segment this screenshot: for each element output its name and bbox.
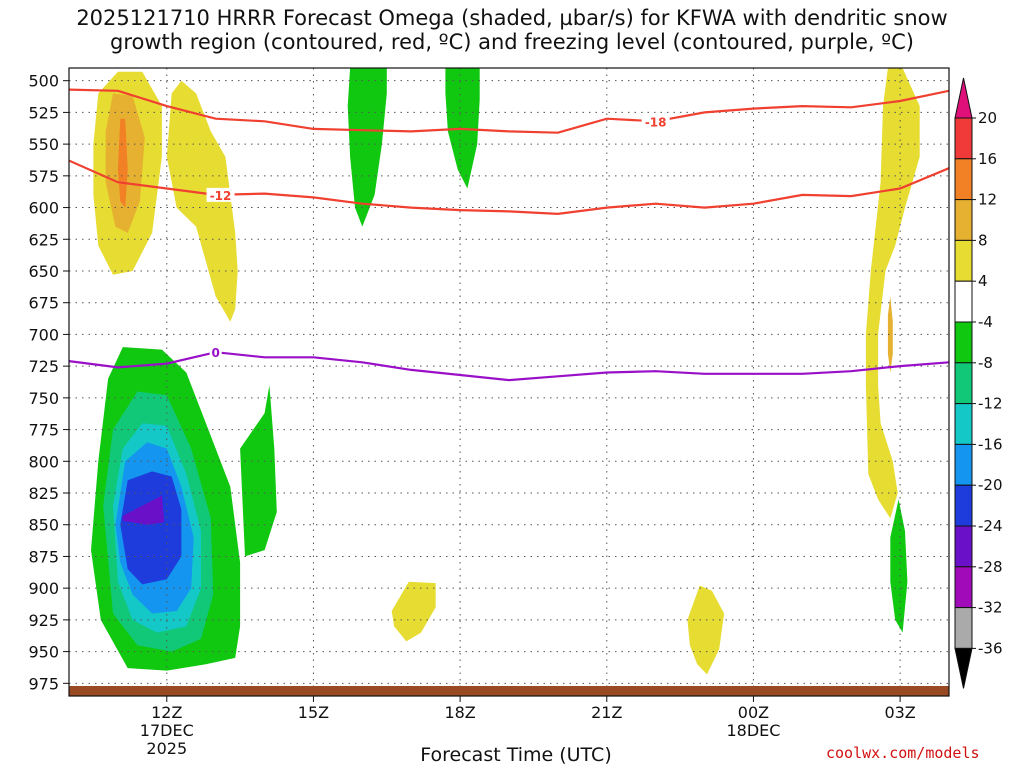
colorbar-under-triangle — [954, 647, 973, 689]
x-tick-label-03Z-0: 03Z — [884, 703, 915, 722]
colorbar-label--12: -12 — [978, 395, 1003, 413]
colorbar-bin-12-16 — [954, 158, 973, 201]
x-tick-label-15Z-0: 15Z — [298, 703, 329, 722]
colorbar-bin--16--12 — [954, 403, 973, 445]
contour-label-bg--12 — [206, 187, 235, 202]
x-tick-label-18Z-0: 18Z — [444, 703, 475, 722]
colorbar-bin--36--32 — [954, 607, 973, 649]
y-tick-label-625: 625 — [28, 230, 59, 249]
colorbar-bin--28--24 — [954, 525, 973, 568]
colorbar-bin-16-20 — [954, 117, 973, 160]
omega-region-14 — [122, 495, 165, 525]
colorbar-bin--24--20 — [954, 484, 973, 527]
grid-lines — [69, 68, 949, 696]
y-tick-label-900: 900 — [28, 579, 59, 598]
x-tick-label-00Z-1: 18DEC — [726, 721, 780, 740]
y-tick-label-550: 550 — [28, 135, 59, 154]
colorbar-label-4: 4 — [978, 272, 988, 290]
y-tick-label-650: 650 — [28, 262, 59, 281]
y-tick-label-725: 725 — [28, 357, 59, 376]
y-tick-label-975: 975 — [28, 674, 59, 693]
colorbar-label-8: 8 — [978, 231, 988, 249]
y-tick-label-750: 750 — [28, 389, 59, 408]
y-tick-label-925: 925 — [28, 611, 59, 630]
colorbar-bin--8--4 — [954, 321, 973, 364]
y-tick-label-825: 825 — [28, 484, 59, 503]
title-line-2: growth region (contoured, red, ºC) and f… — [110, 30, 914, 54]
y-tick-label-525: 525 — [28, 103, 59, 122]
x-tick-label-12Z-1: 17DEC — [140, 721, 194, 740]
site-credit: coolwx.com/models — [826, 744, 980, 762]
omega-region-13 — [120, 471, 182, 585]
colorbar-bin-8-12 — [954, 199, 973, 241]
colorbar-bin--32--28 — [954, 566, 973, 609]
y-tick-label-850: 850 — [28, 516, 59, 535]
colorbar-bin--4-4 — [954, 280, 973, 323]
x-tick-label-00Z-0: 00Z — [738, 703, 769, 722]
colorbar-label--28: -28 — [978, 558, 1003, 576]
colorbar-label-20: 20 — [978, 109, 997, 127]
omega-region-9 — [240, 385, 277, 557]
colorbar-label--8: -8 — [978, 354, 993, 372]
contour-label-bg-0 — [209, 345, 222, 360]
x-tick-label-12Z-0: 12Z — [151, 703, 182, 722]
colorbar-label--20: -20 — [978, 476, 1003, 494]
omega-region-15 — [391, 581, 436, 642]
y-tick-label-950: 950 — [28, 643, 59, 662]
contour-label-bg--18 — [641, 114, 670, 129]
colorbar-label-16: 16 — [978, 150, 997, 168]
omega-region-3 — [166, 80, 238, 322]
contour-label--18: -18 — [645, 115, 667, 129]
colorbar-bin-4-8 — [954, 239, 973, 282]
ground-layer — [69, 686, 949, 696]
omega-shading — [91, 68, 920, 675]
contour-label--12: -12 — [210, 189, 232, 203]
contour--18 — [69, 88, 949, 134]
y-tick-label-675: 675 — [28, 294, 59, 313]
contour-label-0: 0 — [211, 346, 219, 360]
y-tick-label-700: 700 — [28, 325, 59, 344]
y-tick-label-875: 875 — [28, 547, 59, 566]
colorbar-label--4: -4 — [978, 313, 993, 331]
omega-region-7 — [887, 296, 893, 373]
x-axis-label: Forecast Time (UTC) — [420, 744, 612, 766]
colorbar-label--24: -24 — [978, 517, 1003, 535]
colorbar-label-12: 12 — [978, 191, 997, 209]
x-tick-label-21Z-0: 21Z — [591, 703, 622, 722]
y-tick-label-800: 800 — [28, 452, 59, 471]
temperature-contours: -18 -12 0 — [69, 88, 949, 382]
y-tick-label-500: 500 — [28, 72, 59, 91]
x-tick-label-12Z-2: 2025 — [146, 739, 187, 758]
y-tick-label-775: 775 — [28, 421, 59, 440]
omega-region-2 — [117, 118, 128, 208]
colorbar-over-triangle — [954, 77, 973, 119]
colorbar-label--16: -16 — [978, 435, 1003, 453]
colorbar-label--32: -32 — [978, 599, 1003, 617]
title-line-1: 2025121710 HRRR Forecast Omega (shaded, … — [76, 6, 948, 30]
pressure-axis: 500 525 550 575 600 625 650 675 700 725 750 775 800 8… — [28, 72, 69, 693]
omega-region-17 — [890, 499, 908, 633]
y-tick-label-600: 600 — [28, 199, 59, 218]
colorbar-bin--12--8 — [954, 362, 973, 405]
colorbar-bin--20--16 — [954, 443, 973, 486]
y-tick-label-575: 575 — [28, 167, 59, 186]
omega-region-6 — [865, 68, 920, 519]
colorbar-label--36: -36 — [978, 639, 1003, 657]
chart-title: 2025121710 HRRR Forecast Omega (shaded, … — [0, 6, 1024, 54]
colorbar: 20 16 12 8 4 -4 -8 -12 -16 -20 -24 -28 -32 -36 — [954, 77, 1003, 689]
omega-region-16 — [687, 585, 725, 675]
omega-region-4 — [347, 68, 387, 227]
plot-frame — [68, 67, 950, 697]
